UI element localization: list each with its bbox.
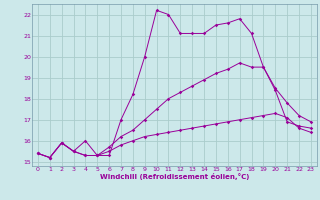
X-axis label: Windchill (Refroidissement éolien,°C): Windchill (Refroidissement éolien,°C) xyxy=(100,173,249,180)
